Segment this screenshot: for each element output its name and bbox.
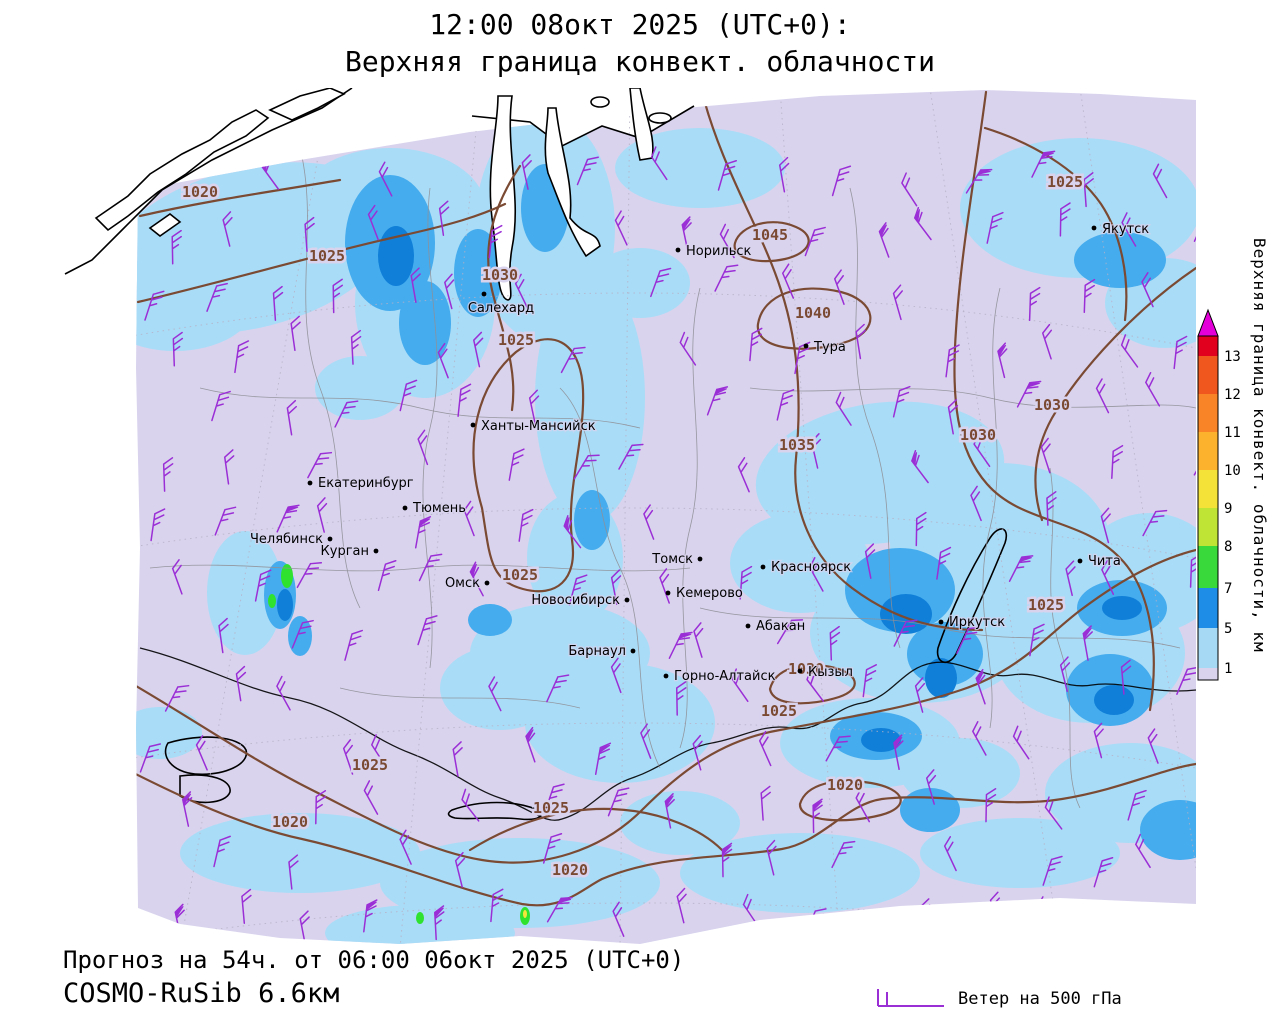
isobar-label: 1030	[482, 266, 518, 284]
wind-legend-label: Ветер на 500 гПа	[958, 989, 1122, 1009]
isobar-label: 1025	[352, 756, 388, 774]
city-label: Якутск	[1102, 222, 1149, 237]
city-label: Томск	[651, 552, 693, 567]
city-marker	[327, 536, 333, 542]
city-label: Салехард	[468, 301, 534, 316]
city-marker	[1077, 558, 1083, 564]
isobar-label: 1045	[752, 226, 788, 244]
colorbar-tick: 12	[1224, 387, 1241, 403]
city-layer: Норильск Салехард Тура Якутск Ханты-Мансийск…	[249, 221, 1151, 686]
city-label: Екатеринбург	[318, 476, 414, 491]
title-parameter: Верхняя граница конвект. облачности	[344, 45, 935, 78]
city-label: Красноярск	[771, 560, 851, 575]
city-label: Барнаул	[568, 644, 626, 659]
isobar-label: 1020	[272, 813, 308, 831]
city-marker	[663, 673, 669, 679]
city-label: Норильск	[686, 244, 752, 259]
city-label: Курган	[321, 544, 369, 559]
colorbar-tick: 13	[1224, 349, 1241, 365]
city-marker	[797, 668, 803, 674]
city-label: Омск	[445, 576, 480, 591]
isobar-label: 1025	[1028, 596, 1064, 614]
isobar-label: 1030	[1034, 396, 1070, 414]
wind-legend: Ветер на 500 гПа	[872, 984, 1122, 1014]
colorbar-tick: 1	[1224, 661, 1232, 677]
isobar-label: 1030	[960, 426, 996, 444]
city-marker	[665, 590, 671, 596]
city-label: Тура	[813, 340, 846, 355]
city-marker	[373, 548, 379, 554]
colorbar-tick: 7	[1224, 581, 1232, 597]
forecast-info: Прогноз на 54ч. от 06:00 06окт 2025 (UTC…	[63, 946, 685, 974]
isobar-label: 1025	[502, 566, 538, 584]
map-canvas: 1020 1025 1030 1025 1045 1040 1035 1030 1030 1025…	[64, 87, 1269, 944]
isobar-label: 1025	[533, 799, 569, 817]
city-label: Новосибирск	[531, 593, 620, 608]
colorbar-tick: 11	[1224, 425, 1241, 441]
city-label: Иркутск	[949, 615, 1005, 630]
city-marker	[1091, 225, 1097, 231]
title-datetime: 12:00 08окт 2025 (UTC+0):	[429, 8, 851, 41]
admin-borders	[149, 147, 1196, 809]
city-label: Абакан	[756, 619, 805, 634]
isobar-label: 1025	[1047, 173, 1083, 191]
colorbar-tick: 5	[1224, 621, 1232, 637]
city-marker	[630, 648, 636, 654]
city-label: Чита	[1088, 554, 1121, 569]
city-marker	[745, 623, 751, 629]
city-marker	[470, 422, 476, 428]
colorbar-tick: 8	[1224, 539, 1232, 555]
isobar-label: 1025	[309, 247, 345, 265]
city-label: Горно-Алтайск	[674, 669, 776, 684]
colorbar-axis-label: Верхняя граница конвект. облачности, км	[1250, 238, 1269, 653]
isobar-label: 1020	[552, 861, 588, 879]
city-marker	[484, 580, 490, 586]
city-marker	[803, 343, 809, 349]
wind-barb-legend-icon	[877, 989, 944, 1007]
isobar-label: 1035	[779, 436, 815, 454]
city-marker	[481, 291, 487, 297]
city-marker	[307, 480, 313, 486]
isobar-labels: 1020 1025 1030 1025 1045 1040 1035 1030 1030 1025…	[179, 171, 1085, 882]
city-marker	[624, 597, 630, 603]
map-header: 12:00 08окт 2025 (UTC+0): Верхняя границ…	[0, 6, 1280, 80]
isobar-label: 1025	[498, 331, 534, 349]
city-marker	[675, 247, 681, 253]
colorbar-tick: 10	[1224, 463, 1241, 479]
city-marker	[697, 556, 703, 562]
isobar-label: 1030	[788, 660, 824, 678]
colorbar-tick: 9	[1224, 501, 1232, 517]
city-marker	[760, 564, 766, 570]
city-label: Кемерово	[676, 586, 743, 601]
city-marker	[402, 505, 408, 511]
isobar-label: 1040	[795, 304, 831, 322]
isobar-label: 1020	[182, 183, 218, 201]
isobar-label: 1025	[761, 702, 797, 720]
model-info: COSMO-RuSib 6.6км	[63, 978, 340, 1009]
isobar-contours	[136, 90, 1196, 907]
isobar-label: 1020	[827, 776, 863, 794]
city-label: Кызыл	[808, 665, 853, 680]
city-marker	[938, 619, 944, 625]
wind-barbs	[136, 146, 1196, 944]
map-area: 1020 1025 1030 1025 1045 1040 1035 1030 1030 1025…	[0, 87, 1280, 958]
colorbar: 13 12 11 10 9 8 7 5 1	[1197, 308, 1241, 681]
city-label: Ханты-Мансийск	[481, 419, 596, 434]
city-label: Тюмень	[412, 501, 466, 516]
city-label: Челябинск	[250, 532, 323, 547]
